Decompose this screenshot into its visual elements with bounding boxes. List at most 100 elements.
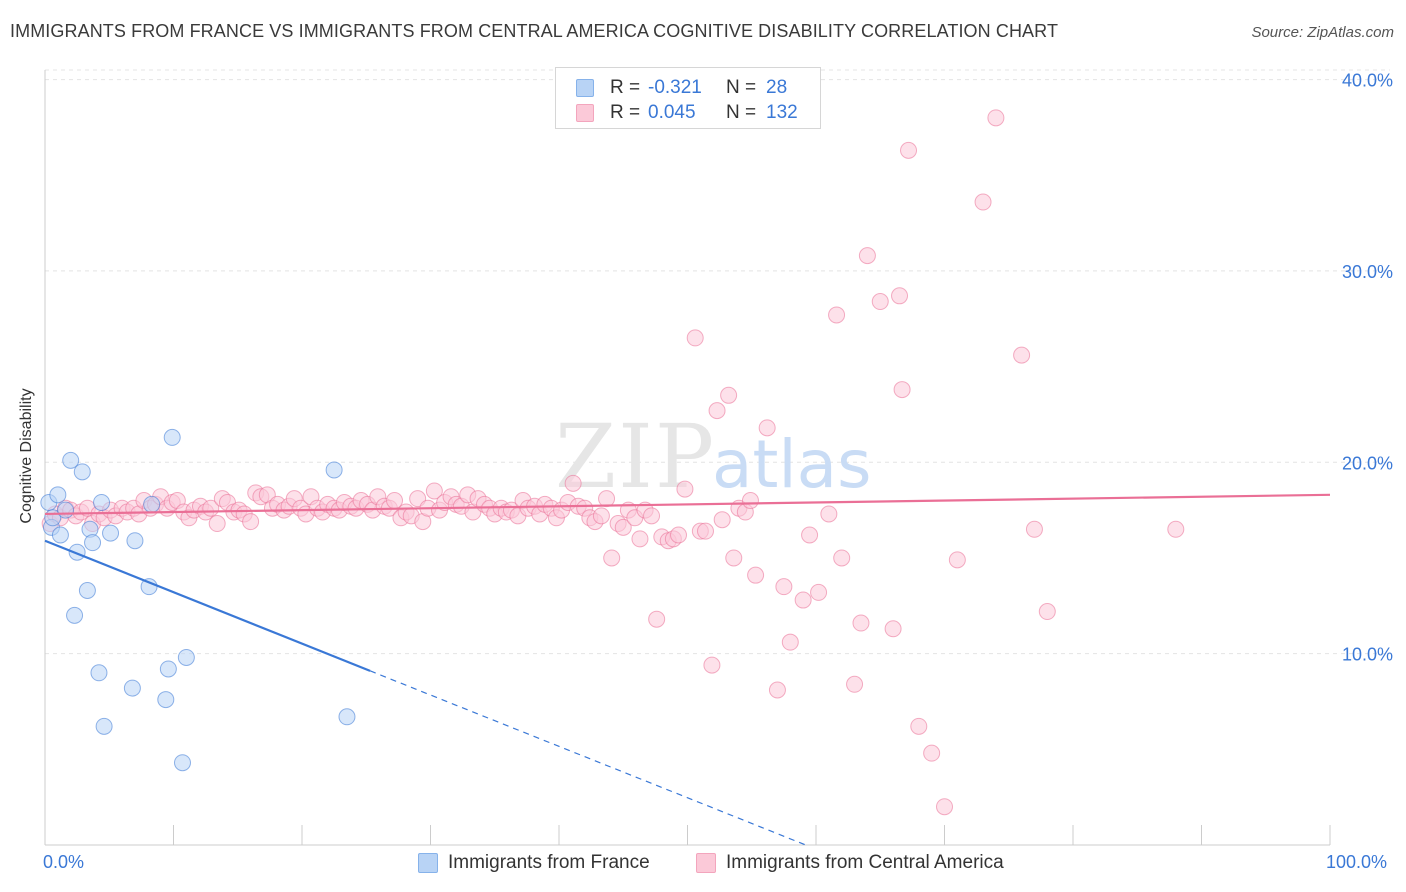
series-legend: Immigrants from France Immigrants from C… bbox=[0, 852, 1406, 876]
point-central-america bbox=[242, 513, 260, 531]
point-central-america bbox=[884, 620, 902, 638]
point-central-america bbox=[758, 419, 776, 437]
point-central-america bbox=[703, 656, 721, 674]
point-central-america bbox=[833, 549, 851, 567]
point-central-america bbox=[676, 480, 694, 498]
point-central-america bbox=[828, 306, 846, 324]
point-central-america bbox=[592, 507, 610, 525]
point-central-america bbox=[720, 386, 738, 404]
r-label: R = bbox=[610, 77, 641, 98]
point-central-america bbox=[891, 287, 909, 305]
stats-legend: R = -0.321 N = 28 R = 0.045 N = 132 bbox=[555, 67, 821, 129]
point-france bbox=[90, 664, 108, 682]
point-central-america bbox=[768, 681, 786, 699]
france-swatch bbox=[576, 79, 594, 97]
point-central-america bbox=[725, 549, 743, 567]
r-value: 0.045 bbox=[648, 102, 696, 123]
point-france bbox=[177, 648, 195, 666]
point-france bbox=[173, 754, 191, 772]
point-france bbox=[84, 534, 102, 552]
point-france bbox=[338, 708, 356, 726]
point-central-america bbox=[936, 798, 953, 816]
point-france bbox=[163, 428, 181, 446]
trend-lines bbox=[44, 493, 1331, 846]
point-france bbox=[51, 526, 69, 544]
point-france bbox=[102, 524, 120, 542]
point-central-america bbox=[1013, 346, 1031, 364]
central-america-swatch bbox=[576, 104, 594, 122]
y-tick-label: 20.0% bbox=[1342, 453, 1393, 473]
point-central-america bbox=[948, 551, 966, 569]
grid-lines bbox=[45, 69, 1390, 655]
point-central-america bbox=[974, 193, 992, 211]
point-central-america bbox=[1025, 520, 1043, 538]
n-label: N = bbox=[726, 102, 757, 123]
legend-label-central-america: Immigrants from Central America bbox=[726, 852, 1004, 873]
point-central-america bbox=[810, 583, 828, 601]
point-central-america bbox=[900, 141, 918, 159]
point-central-america bbox=[741, 492, 759, 510]
trend-line-france bbox=[44, 539, 371, 672]
chart-title: IMMIGRANTS FROM FRANCE VS IMMIGRANTS FRO… bbox=[10, 21, 1059, 41]
point-central-america bbox=[708, 402, 726, 420]
point-central-america bbox=[598, 490, 616, 508]
point-central-america bbox=[425, 482, 443, 500]
y-tick-label: 30.0% bbox=[1342, 262, 1393, 282]
x-tick-label-min: 0.0% bbox=[43, 852, 85, 872]
point-central-america bbox=[801, 526, 819, 544]
trend-line-central-america bbox=[44, 493, 1331, 516]
point-central-america bbox=[564, 474, 582, 492]
point-central-america bbox=[696, 522, 714, 540]
point-france bbox=[325, 461, 343, 479]
point-central-america bbox=[1167, 520, 1185, 538]
point-central-america bbox=[858, 247, 876, 265]
legend-swatch-central-america bbox=[696, 853, 716, 873]
data-points bbox=[40, 109, 1185, 816]
n-value: 28 bbox=[766, 77, 788, 98]
n-value: 132 bbox=[766, 102, 798, 123]
legend-label-france: Immigrants from France bbox=[448, 852, 650, 873]
point-central-america bbox=[871, 293, 889, 311]
point-central-america bbox=[775, 578, 793, 596]
point-france bbox=[78, 581, 96, 599]
point-central-america bbox=[852, 614, 870, 632]
point-central-america bbox=[614, 518, 632, 536]
point-central-america bbox=[794, 591, 812, 609]
legend-item-central-america[interactable]: Immigrants from Central America bbox=[696, 852, 1004, 874]
r-value: -0.321 bbox=[648, 77, 702, 98]
y-axis-label: Cognitive Disability bbox=[18, 388, 35, 524]
y-tick-label: 40.0% bbox=[1342, 71, 1393, 91]
point-france bbox=[95, 717, 113, 735]
point-central-america bbox=[713, 511, 731, 529]
point-central-america bbox=[631, 530, 649, 548]
legend-swatch-france bbox=[418, 853, 438, 873]
watermark-atlas: atlas bbox=[712, 426, 872, 503]
axes bbox=[44, 70, 1331, 846]
point-central-america bbox=[820, 505, 838, 523]
point-france bbox=[143, 495, 161, 513]
point-central-america bbox=[846, 675, 864, 693]
point-france bbox=[93, 493, 111, 511]
x-tick-label-max: 100.0% bbox=[1326, 852, 1388, 872]
r-label: R = bbox=[610, 102, 641, 123]
point-central-america bbox=[208, 515, 226, 533]
point-france bbox=[157, 691, 175, 709]
point-central-america bbox=[648, 610, 666, 628]
legend-item-france[interactable]: Immigrants from France bbox=[418, 852, 650, 874]
point-central-america bbox=[686, 329, 704, 347]
n-label: N = bbox=[726, 77, 757, 98]
point-france bbox=[57, 501, 75, 519]
point-france bbox=[159, 660, 177, 678]
point-central-america bbox=[603, 549, 621, 567]
point-france bbox=[66, 606, 84, 624]
y-tick-label: 10.0% bbox=[1342, 645, 1393, 665]
point-central-america bbox=[987, 109, 1005, 127]
point-central-america bbox=[781, 633, 799, 651]
y-tick-labels: 10.0% 20.0% 30.0% 40.0% bbox=[1342, 71, 1393, 665]
stats-row-central-america: R = 0.045 N = 132 bbox=[576, 102, 798, 124]
point-central-america bbox=[747, 566, 765, 584]
point-central-america bbox=[923, 744, 941, 762]
source-label: Source: ZipAtlas.com bbox=[1251, 24, 1394, 41]
point-france bbox=[49, 486, 67, 504]
